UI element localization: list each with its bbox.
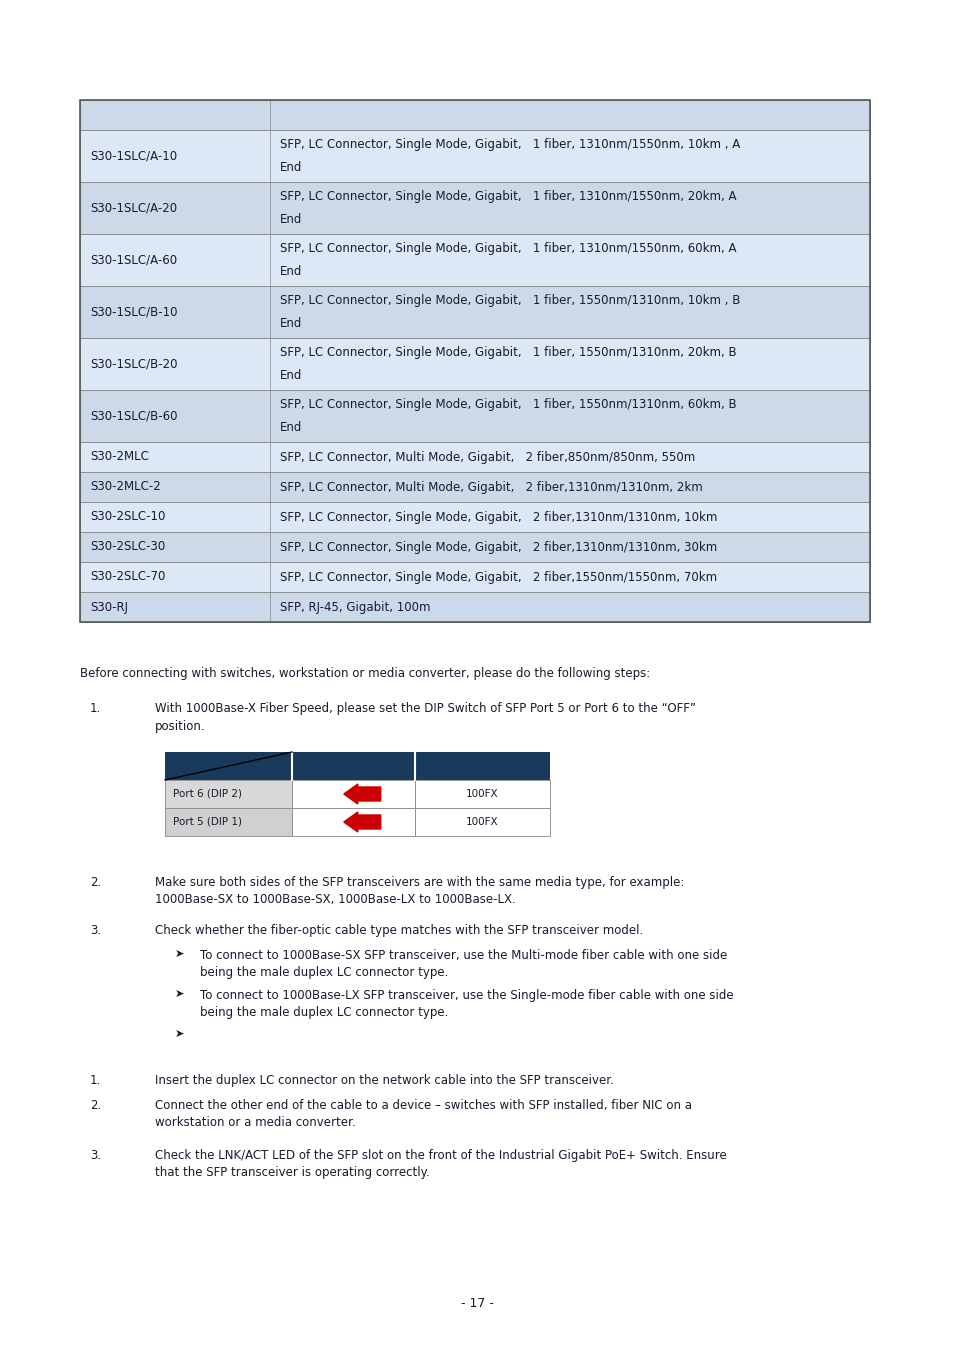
Text: S30-1SLC/B-20: S30-1SLC/B-20 xyxy=(90,358,177,370)
Bar xyxy=(270,234,869,286)
Bar xyxy=(270,532,869,562)
Bar xyxy=(270,286,869,338)
Text: S30-2SLC-70: S30-2SLC-70 xyxy=(90,571,165,583)
Text: S30-1SLC/B-10: S30-1SLC/B-10 xyxy=(90,305,177,319)
Text: 3.: 3. xyxy=(90,1149,101,1162)
Bar xyxy=(80,130,270,182)
Bar xyxy=(270,593,869,622)
Text: being the male duplex LC connector type.: being the male duplex LC connector type. xyxy=(200,1006,448,1019)
Text: 1000Base-SX to 1000Base-SX, 1000Base-LX to 1000Base-LX.: 1000Base-SX to 1000Base-SX, 1000Base-LX … xyxy=(154,892,516,906)
Bar xyxy=(270,441,869,472)
Text: SFP, LC Connector, Single Mode, Gigabit,   1 fiber, 1550nm/1310nm, 20km, B: SFP, LC Connector, Single Mode, Gigabit,… xyxy=(280,346,736,359)
Text: S30-RJ: S30-RJ xyxy=(90,601,128,613)
Bar xyxy=(165,780,292,809)
Text: SFP, LC Connector, Single Mode, Gigabit,   1 fiber, 1310nm/1550nm, 20km, A: SFP, LC Connector, Single Mode, Gigabit,… xyxy=(280,190,736,202)
Text: 2.: 2. xyxy=(90,1099,101,1112)
Text: SFP, LC Connector, Single Mode, Gigabit,   1 fiber, 1310nm/1550nm, 60km, A: SFP, LC Connector, Single Mode, Gigabit,… xyxy=(280,242,736,255)
Text: 3.: 3. xyxy=(90,923,101,937)
Text: S30-2MLC-2: S30-2MLC-2 xyxy=(90,481,161,494)
Bar xyxy=(80,532,270,562)
Text: that the SFP transceiver is operating correctly.: that the SFP transceiver is operating co… xyxy=(154,1166,429,1179)
Text: workstation or a media converter.: workstation or a media converter. xyxy=(154,1116,355,1129)
Bar xyxy=(270,338,869,390)
Text: Check whether the fiber-optic cable type matches with the SFP transceiver model.: Check whether the fiber-optic cable type… xyxy=(154,923,642,937)
Text: Port 6 (DIP 2): Port 6 (DIP 2) xyxy=(172,788,242,799)
Bar xyxy=(292,780,415,809)
Text: 100FX: 100FX xyxy=(466,788,498,799)
Bar xyxy=(415,780,550,809)
Text: SFP, LC Connector, Single Mode, Gigabit,   1 fiber, 1310nm/1550nm, 10km , A: SFP, LC Connector, Single Mode, Gigabit,… xyxy=(280,138,740,151)
Bar xyxy=(80,286,270,338)
Text: End: End xyxy=(280,213,302,225)
Text: Port 5 (DIP 1): Port 5 (DIP 1) xyxy=(172,817,242,828)
Text: position.: position. xyxy=(154,720,206,733)
Bar xyxy=(415,809,550,836)
Bar xyxy=(270,502,869,532)
FancyArrow shape xyxy=(343,784,380,805)
Text: End: End xyxy=(280,265,302,278)
Bar xyxy=(80,338,270,390)
Bar xyxy=(270,390,869,441)
Text: being the male duplex LC connector type.: being the male duplex LC connector type. xyxy=(200,967,448,979)
Text: S30-1SLC/A-10: S30-1SLC/A-10 xyxy=(90,150,177,162)
Bar xyxy=(80,234,270,286)
Bar xyxy=(270,562,869,593)
Bar xyxy=(80,100,270,130)
Text: ➤: ➤ xyxy=(174,990,184,999)
Text: 2.: 2. xyxy=(90,876,101,890)
Text: End: End xyxy=(280,369,302,382)
Text: To connect to 1000Base-LX SFP transceiver, use the Single-mode fiber cable with : To connect to 1000Base-LX SFP transceive… xyxy=(200,990,733,1002)
Text: ➤: ➤ xyxy=(174,949,184,958)
Text: SFP, LC Connector, Single Mode, Gigabit,   1 fiber, 1550nm/1310nm, 60km, B: SFP, LC Connector, Single Mode, Gigabit,… xyxy=(280,398,736,410)
Bar xyxy=(270,472,869,502)
Text: Insert the duplex LC connector on the network cable into the SFP transceiver.: Insert the duplex LC connector on the ne… xyxy=(154,1075,613,1087)
Bar xyxy=(80,472,270,502)
Text: 1.: 1. xyxy=(90,702,101,716)
Text: 100FX: 100FX xyxy=(466,817,498,828)
Text: - 17 -: - 17 - xyxy=(460,1297,493,1310)
Text: SFP, LC Connector, Multi Mode, Gigabit,   2 fiber,850nm/850nm, 550m: SFP, LC Connector, Multi Mode, Gigabit, … xyxy=(280,451,695,463)
Text: SFP, LC Connector, Single Mode, Gigabit,   2 fiber,1550nm/1550nm, 70km: SFP, LC Connector, Single Mode, Gigabit,… xyxy=(280,571,717,583)
Bar xyxy=(270,130,869,182)
Bar xyxy=(270,100,869,130)
Text: SFP, LC Connector, Multi Mode, Gigabit,   2 fiber,1310nm/1310nm, 2km: SFP, LC Connector, Multi Mode, Gigabit, … xyxy=(280,481,702,494)
Bar xyxy=(80,441,270,472)
Text: S30-1SLC/A-20: S30-1SLC/A-20 xyxy=(90,201,177,215)
Text: To connect to 1000Base-SX SFP transceiver, use the Multi-mode fiber cable with o: To connect to 1000Base-SX SFP transceive… xyxy=(200,949,726,963)
Text: S30-2SLC-30: S30-2SLC-30 xyxy=(90,540,165,553)
Text: End: End xyxy=(280,317,302,329)
Text: With 1000Base-X Fiber Speed, please set the DIP Switch of SFP Port 5 or Port 6 t: With 1000Base-X Fiber Speed, please set … xyxy=(154,702,696,716)
Text: Check the LNK/ACT LED of the SFP slot on the front of the Industrial Gigabit PoE: Check the LNK/ACT LED of the SFP slot on… xyxy=(154,1149,726,1162)
Text: Connect the other end of the cable to a device – switches with SFP installed, fi: Connect the other end of the cable to a … xyxy=(154,1099,691,1112)
Bar xyxy=(80,593,270,622)
Text: 1.: 1. xyxy=(90,1075,101,1087)
Text: SFP, RJ-45, Gigabit, 100m: SFP, RJ-45, Gigabit, 100m xyxy=(280,601,430,613)
Bar xyxy=(80,562,270,593)
Bar xyxy=(270,182,869,234)
FancyArrow shape xyxy=(343,811,380,832)
Text: SFP, LC Connector, Single Mode, Gigabit,   1 fiber, 1550nm/1310nm, 10km , B: SFP, LC Connector, Single Mode, Gigabit,… xyxy=(280,294,740,306)
Bar xyxy=(292,809,415,836)
Text: End: End xyxy=(280,421,302,433)
Text: S30-2MLC: S30-2MLC xyxy=(90,451,149,463)
Text: End: End xyxy=(280,161,302,174)
Text: S30-2SLC-10: S30-2SLC-10 xyxy=(90,510,165,524)
Bar xyxy=(80,182,270,234)
Bar xyxy=(80,100,869,622)
Text: SFP, LC Connector, Single Mode, Gigabit,   2 fiber,1310nm/1310nm, 10km: SFP, LC Connector, Single Mode, Gigabit,… xyxy=(280,510,717,524)
Bar xyxy=(165,752,550,780)
Bar xyxy=(80,390,270,441)
Text: ➤: ➤ xyxy=(174,1029,184,1040)
Text: SFP, LC Connector, Single Mode, Gigabit,   2 fiber,1310nm/1310nm, 30km: SFP, LC Connector, Single Mode, Gigabit,… xyxy=(280,540,717,553)
Text: S30-1SLC/B-60: S30-1SLC/B-60 xyxy=(90,409,177,423)
Text: Before connecting with switches, workstation or media converter, please do the f: Before connecting with switches, worksta… xyxy=(80,667,650,680)
Bar xyxy=(80,502,270,532)
Bar xyxy=(165,809,292,836)
Text: S30-1SLC/A-60: S30-1SLC/A-60 xyxy=(90,254,177,266)
Text: Make sure both sides of the SFP transceivers are with the same media type, for e: Make sure both sides of the SFP transcei… xyxy=(154,876,683,890)
